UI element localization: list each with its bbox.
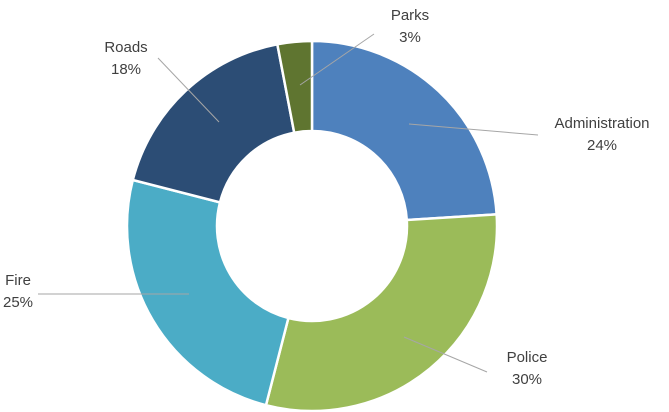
slice-label-value: 18% [111, 61, 141, 78]
slice-label-fire: Fire 25% [3, 272, 33, 311]
leader-lines [38, 33, 539, 373]
slice-label-name: Parks [391, 7, 429, 24]
slice-label-police: Police 30% [507, 349, 548, 388]
leader-line-administration [408, 123, 539, 136]
slice-fire [125, 178, 290, 407]
leader-line-parks [299, 33, 375, 86]
leader-line-police [403, 336, 488, 373]
slice-label-value: 3% [399, 29, 421, 46]
slice-administration [310, 39, 498, 222]
slice-label-value: 30% [512, 371, 542, 388]
slice-label-parks: Parks 3% [391, 7, 429, 46]
slice-label-name: Roads [104, 39, 147, 56]
slice-labels: Administration 24% Police 30% Fire 25% Roads 18… [3, 7, 650, 388]
slice-label-name: Administration [554, 115, 649, 132]
slice-label-roads: Roads 18% [104, 39, 147, 78]
slice-roads [131, 42, 296, 204]
slice-label-value: 24% [587, 137, 617, 154]
slice-label-name: Police [507, 349, 548, 366]
slice-label-administration: Administration 24% [554, 115, 649, 154]
slice-police [264, 213, 499, 412]
slice-label-name: Fire [5, 272, 31, 289]
donut-slices [125, 39, 499, 412]
slice-label-value: 25% [3, 294, 33, 311]
slice-parks [275, 39, 314, 135]
leader-line-roads [157, 57, 220, 123]
